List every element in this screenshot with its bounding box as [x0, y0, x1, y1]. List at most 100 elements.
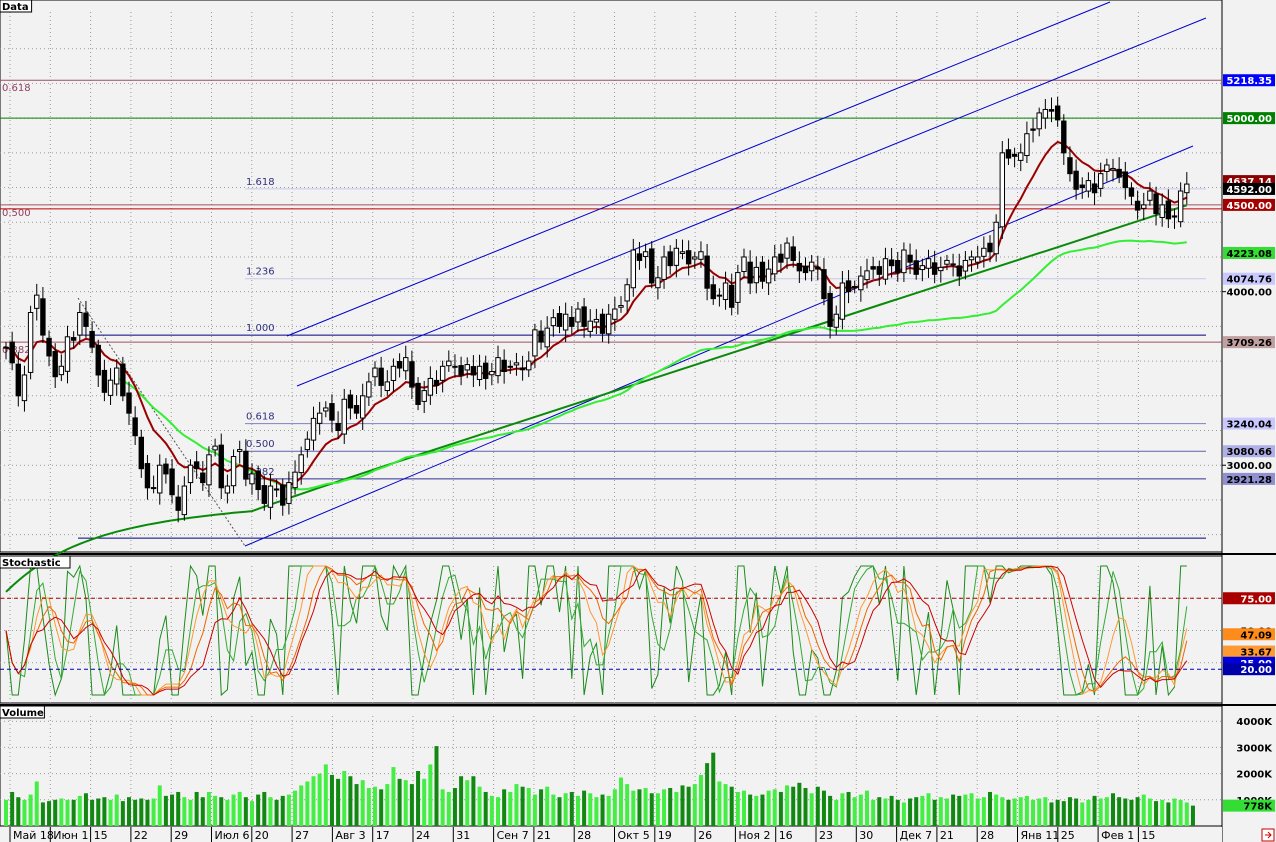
volume-bar [114, 794, 119, 826]
volume-bar [440, 789, 445, 826]
volume-bar [625, 784, 630, 826]
x-axis-label: 19 [658, 829, 672, 842]
candle-body [335, 422, 341, 432]
volume-bar [1086, 799, 1091, 826]
volume-bar [791, 786, 796, 826]
volume-bar [391, 767, 396, 826]
volume-bar [274, 799, 279, 826]
volume-bar [108, 799, 113, 826]
candle-body [384, 381, 391, 392]
price-badge-label: 4500.00 [1226, 201, 1272, 212]
volume-bar [957, 795, 962, 826]
volume-bar [606, 795, 611, 826]
candle-body [753, 266, 759, 284]
fib-left-label: 0.618 [2, 83, 31, 94]
candle-body [40, 298, 46, 336]
fib-inner-label: 0.618 [246, 412, 275, 423]
candle-body [1128, 187, 1135, 197]
volume-bar [520, 786, 525, 826]
volume-bar [342, 771, 347, 826]
candle-body [107, 379, 114, 396]
candle-body [919, 265, 926, 271]
fib-inner-label: 1.618 [246, 177, 275, 188]
candle-body [126, 392, 132, 414]
candle-body [735, 272, 741, 303]
volume-bar [163, 795, 168, 826]
candle-body [150, 487, 157, 490]
volume-bar [53, 799, 58, 826]
candle-body [538, 330, 544, 343]
volume-bar [243, 797, 248, 826]
candle-body [606, 313, 612, 335]
volume-bar [877, 797, 882, 826]
volume-bar [34, 781, 39, 826]
candle-body [778, 253, 784, 263]
volume-bar [852, 797, 857, 826]
candle-body [765, 268, 772, 284]
volume-bar [711, 752, 716, 826]
candle-body [476, 365, 483, 380]
candle-body [661, 256, 667, 280]
price-badge-label: 4637.14 [1226, 177, 1272, 188]
volume-bar [1000, 797, 1005, 826]
moving-average-long [5, 204, 1188, 593]
volume-bar [71, 799, 76, 826]
candle-body [396, 361, 403, 369]
candle-body [77, 312, 83, 336]
price-badge-label: 4223.08 [1226, 249, 1272, 260]
volume-bar [797, 782, 802, 826]
volume-bar [582, 790, 587, 826]
volume-bar [920, 795, 925, 826]
volume-bar [47, 801, 52, 826]
volume-bar [4, 799, 8, 826]
price-tick-label: 3000.00 [1226, 461, 1272, 472]
candle-body [132, 417, 138, 437]
candle-body [286, 482, 292, 504]
stoch-badge-label: 47.09 [1240, 630, 1272, 641]
volume-bar [834, 799, 839, 826]
candle-body [575, 308, 581, 323]
candle-body [114, 367, 120, 385]
volume-bar [96, 798, 101, 826]
candle-body [772, 256, 778, 275]
volume-bar [102, 797, 107, 826]
volume-bar [1117, 797, 1122, 826]
candle-body [845, 280, 852, 293]
candle-body [1054, 105, 1061, 121]
candle-body [1079, 184, 1085, 189]
candle-body [624, 284, 630, 302]
candle-body [1091, 183, 1098, 194]
volume-bars [4, 746, 1195, 826]
volume-bar [662, 789, 667, 826]
volume-bar [785, 785, 790, 826]
volume-bar [317, 773, 322, 826]
fib-inner-label: 1.236 [246, 267, 275, 278]
volume-bar [483, 791, 488, 826]
candle-body [249, 473, 255, 485]
candle-body [193, 461, 200, 470]
candle-body [52, 350, 58, 378]
candle-body [759, 261, 766, 282]
swing-line [77, 297, 246, 547]
volume-bar [680, 785, 685, 826]
candle-body [1147, 190, 1153, 201]
volume-bar [348, 776, 353, 826]
candle-body [316, 412, 323, 424]
volume-bar [871, 799, 876, 826]
volume-bar [778, 791, 783, 826]
channel-upper [286, 1, 1111, 337]
candle-body [483, 362, 489, 379]
volume-bar [65, 799, 70, 826]
channel-middle [296, 17, 1207, 387]
candle-body [1042, 108, 1049, 119]
volume-bar [360, 780, 365, 826]
volume-bar [686, 786, 691, 826]
candle-body [895, 259, 901, 274]
candle-body [993, 221, 999, 255]
candle-body [1153, 193, 1159, 215]
volume-bar [1006, 799, 1011, 826]
grid [0, 12, 1222, 826]
candle-body [685, 250, 692, 265]
volume-bar [865, 790, 869, 826]
